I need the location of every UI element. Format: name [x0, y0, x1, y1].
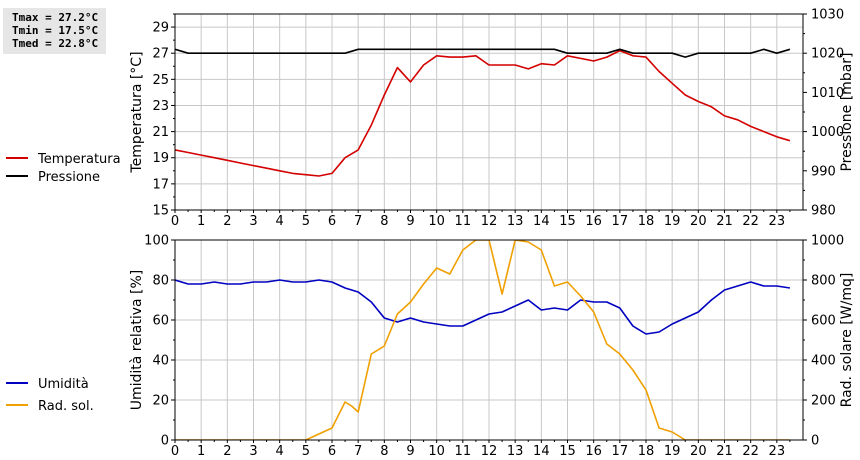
y2-axis-label: Pressione [mbar]: [839, 52, 855, 171]
y-tick-label: 29: [152, 21, 169, 36]
x-tick-label: 10: [428, 214, 445, 229]
x-tick-label: 5: [302, 444, 310, 459]
x-tick-label: 13: [507, 444, 524, 459]
y2-tick-label: 800: [811, 274, 836, 289]
y-tick-label: 19: [152, 151, 169, 166]
y-tick-label: 21: [152, 125, 169, 140]
x-tick-label: 17: [612, 214, 629, 229]
y2-tick-label: 980: [811, 204, 836, 219]
y-tick-label: 17: [152, 177, 169, 192]
x-tick-label: 3: [249, 214, 257, 229]
x-tick-label: 1: [197, 444, 205, 459]
y2-tick-label: 990: [811, 164, 836, 179]
x-tick-label: 3: [249, 444, 257, 459]
legend-label: Pressione: [38, 170, 100, 185]
y-tick-label: 25: [152, 73, 169, 88]
tmed-label: Tmed = 22.8°C: [12, 37, 99, 50]
y2-tick-label: 1000: [811, 125, 844, 140]
x-tick-label: 13: [507, 214, 524, 229]
chart-panel-top: 0 1 2 3 4 5 6 7 8 9 10 11 12 13 14 15 16 17 18 19 20 21 22 2315…: [6, 8, 855, 229]
tmax-label: Tmax = 27.2°C: [12, 11, 99, 24]
x-tick-label: 9: [406, 214, 414, 229]
x-tick-label: 15: [559, 214, 576, 229]
x-tick-label: 16: [585, 214, 602, 229]
y2-tick-label: 0: [811, 434, 819, 449]
y2-tick-label: 1030: [811, 8, 844, 23]
x-tick-label: 23: [769, 444, 786, 459]
x-tick-label: 0: [171, 214, 179, 229]
series-line-rad-sol: [175, 240, 790, 440]
y2-tick-label: 1010: [811, 86, 844, 101]
x-tick-label: 4: [276, 444, 284, 459]
y-tick-label: 20: [152, 394, 169, 409]
series-line-umidit: [175, 279, 791, 335]
x-tick-label: 7: [354, 214, 362, 229]
x-tick-label: 0: [171, 444, 179, 459]
y-axis-label: Umidità relativa [%]: [129, 270, 145, 411]
y-tick-label: 27: [152, 47, 169, 62]
x-tick-label: 19: [664, 214, 681, 229]
x-tick-label: 6: [328, 214, 336, 229]
y2-tick-label: 1020: [811, 47, 844, 62]
x-tick-label: 18: [638, 444, 655, 459]
y-tick-label: 0: [161, 434, 169, 449]
y2-tick-label: 200: [811, 394, 836, 409]
chart-panel-bottom: 0 1 2 3 4 5 6 7 8 9 10 11 12 13 14 15 16 17 18 19 20 21 22 2302…: [6, 234, 855, 459]
x-tick-label: 17: [612, 444, 629, 459]
x-tick-label: 18: [638, 214, 655, 229]
x-tick-label: 21: [716, 444, 733, 459]
series-line-temperatura: [175, 49, 791, 177]
x-tick-label: 21: [716, 214, 733, 229]
x-tick-label: 6: [328, 444, 336, 459]
x-tick-label: 16: [585, 444, 602, 459]
x-tick-label: 19: [664, 444, 681, 459]
x-tick-label: 8: [380, 214, 388, 229]
legend-label: Rad. sol.: [38, 399, 94, 414]
x-tick-label: 22: [742, 214, 759, 229]
y2-tick-label: 600: [811, 314, 836, 329]
tmin-label: Tmin = 17.5°C: [12, 24, 99, 37]
y-tick-label: 15: [152, 204, 169, 219]
x-tick-label: 15: [559, 444, 576, 459]
x-tick-label: 23: [769, 214, 786, 229]
y-tick-label: 23: [152, 99, 169, 114]
x-tick-label: 2: [223, 214, 231, 229]
y-axis-label: Temperatura [°C]: [129, 51, 145, 173]
legend-label: Temperatura: [37, 152, 121, 167]
x-tick-label: 10: [428, 444, 445, 459]
x-tick-label: 20: [690, 444, 707, 459]
x-tick-label: 11: [455, 444, 472, 459]
stats-box: Tmax = 27.2°C Tmin = 17.5°C Tmed = 22.8°…: [3, 8, 106, 54]
series-line-pressione: [175, 48, 791, 58]
plot-frame: [174, 13, 804, 211]
x-tick-label: 14: [533, 444, 550, 459]
x-tick-label: 22: [742, 444, 759, 459]
y-tick-label: 40: [152, 354, 169, 369]
x-tick-label: 8: [380, 444, 388, 459]
x-tick-label: 7: [354, 444, 362, 459]
y2-tick-label: 400: [811, 354, 836, 369]
y-tick-label: 80: [152, 274, 169, 289]
x-tick-label: 4: [276, 214, 284, 229]
x-tick-label: 20: [690, 214, 707, 229]
x-tick-label: 1: [197, 214, 205, 229]
x-tick-label: 12: [481, 444, 498, 459]
plot-frame: [174, 239, 804, 441]
x-tick-label: 9: [406, 444, 414, 459]
x-tick-label: 5: [302, 214, 310, 229]
x-tick-label: 11: [455, 214, 472, 229]
y2-tick-label: 1000: [811, 234, 844, 249]
y2-axis-label: Rad. solare [W/mq]: [839, 273, 855, 408]
y-tick-label: 60: [152, 314, 169, 329]
x-tick-label: 14: [533, 214, 550, 229]
legend-label: Umidità: [38, 377, 89, 392]
y-tick-label: 100: [144, 234, 169, 249]
x-tick-label: 2: [223, 444, 231, 459]
x-tick-label: 12: [481, 214, 498, 229]
